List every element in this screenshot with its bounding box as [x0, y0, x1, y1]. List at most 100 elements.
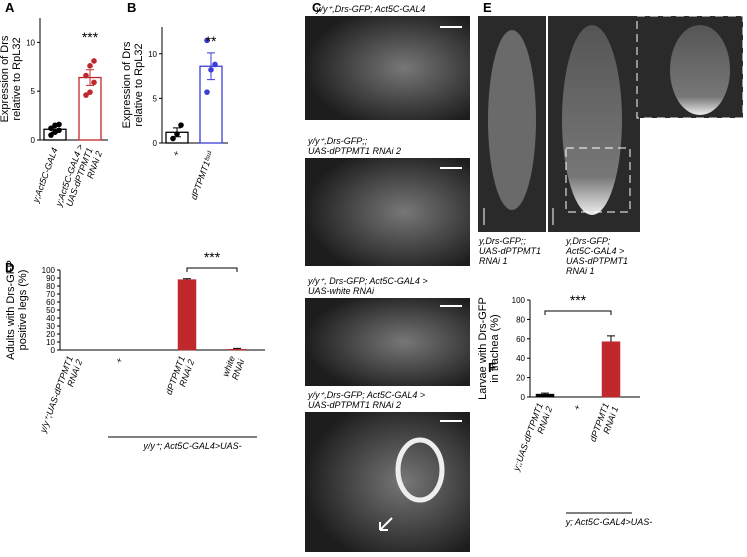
group-label: y; Act5C-GAL4>UAS-: [565, 517, 652, 527]
y-tick-label: 10: [26, 38, 35, 47]
y-tick-label: 20: [516, 374, 525, 383]
y-tick-label: 100: [512, 296, 526, 305]
significance-bracket: [186, 267, 238, 272]
data-point: [170, 135, 176, 142]
data-point: [91, 79, 97, 86]
caption: UAS-dPTPMT1 RNAi 2: [308, 146, 401, 156]
image-highlight: [395, 437, 445, 503]
y-tick-label: 60: [46, 298, 55, 307]
data-point: [212, 61, 218, 68]
y-axis-label: in trachea (%): [489, 314, 501, 382]
y-tick-label: 10: [46, 338, 55, 347]
y-axis-label: relative to RpL32: [11, 37, 23, 120]
x-tick-label: +: [572, 403, 583, 411]
y-tick-label: 0: [31, 136, 36, 145]
data-point: [87, 63, 93, 69]
panel-letter: B: [127, 0, 136, 15]
bar: [177, 279, 197, 351]
x-tick-label-group: +: [572, 403, 583, 411]
x-tick-label: y;Act5C-GAL4: [30, 146, 59, 204]
x-tick-label-group: +: [114, 356, 125, 364]
y-tick-label: 40: [516, 354, 525, 363]
image: [305, 298, 470, 386]
x-tick-label-group: dPTPMT1ᶠˢᵘ¹: [189, 149, 216, 201]
x-tick-label-group: +: [171, 149, 182, 157]
error-bar: [183, 278, 191, 280]
y-axis-label: positive legs (%): [17, 270, 29, 351]
panel-letter: E: [483, 0, 492, 15]
x-tick-label: +: [171, 149, 182, 157]
data-point: [204, 37, 210, 44]
y-tick-label: 80: [516, 315, 525, 324]
y-tick-label: 100: [42, 266, 56, 275]
y-tick-label: 20: [46, 330, 55, 339]
arrow: [379, 517, 393, 531]
panel-letter: C: [312, 0, 322, 15]
caption: y/y⁺,Drs-GFP; Act5C-GAL4 >: [307, 390, 425, 400]
bar: [535, 393, 555, 398]
caption: y,Drs-GFP;;: [478, 236, 526, 246]
error-bar: [607, 335, 615, 342]
image-content: [562, 25, 622, 215]
error-bar: [541, 392, 549, 395]
y-axis-label: Expression of Drs: [121, 41, 133, 128]
caption: y/y⁺, Drs-GFP; Act5C-GAL4 >: [307, 276, 428, 286]
y-axis-label: relative to RpL32: [133, 43, 145, 126]
bar: [227, 348, 247, 351]
y-tick-label: 50: [46, 306, 55, 315]
error-bar: [86, 69, 94, 86]
y-tick-label: 80: [46, 282, 55, 291]
image: [305, 158, 470, 266]
caption: y,Drs-GFP;: [565, 236, 611, 246]
annotation: ***: [82, 29, 99, 45]
data-point: [87, 89, 93, 95]
panel-letter: D: [5, 260, 14, 275]
data-point: [48, 125, 54, 132]
y-tick-label: 0: [51, 346, 56, 355]
image: [305, 16, 470, 120]
y-tick-label: 5: [153, 94, 158, 103]
annotation: **: [206, 33, 217, 49]
data-point: [204, 89, 210, 95]
data-point: [174, 131, 180, 137]
caption: RNAi 1: [566, 266, 595, 276]
y-tick-label: 40: [46, 314, 55, 323]
data-point: [56, 127, 62, 134]
y-axis-label: Adults with Drs-GFP: [5, 260, 17, 360]
caption: UAS-dPTPMT1: [566, 256, 628, 266]
zoom-box: [565, 147, 631, 213]
x-tick-label: dPTPMT1ᶠˢᵘ¹: [189, 149, 216, 201]
caption: RNAi 1: [479, 256, 508, 266]
bar: [601, 341, 621, 398]
data-point: [178, 122, 184, 128]
data-point: [83, 72, 89, 79]
caption: UAS-dPTPMT1 RNAi 2: [308, 400, 401, 410]
y-tick-label: 0: [521, 393, 526, 402]
y-tick-label: 5: [31, 87, 36, 96]
y-tick-label: 10: [148, 50, 157, 59]
data-point: [48, 132, 54, 138]
x-tick-label-group: y;Act5C-GAL4: [30, 146, 59, 204]
x-tick-label: y;;UAS-dPTPMT1: [511, 402, 545, 474]
image-content: [670, 25, 730, 115]
y-tick-label: 70: [46, 290, 55, 299]
panel-letter: F: [488, 360, 496, 375]
data-point: [56, 121, 62, 128]
y-tick-label: 30: [46, 322, 55, 331]
annotation: ***: [570, 292, 587, 308]
caption: UAS-dPTPMT1: [479, 246, 541, 256]
x-tick-label: y/y⁺;UAS-dPTPMT1: [38, 355, 75, 435]
error-bar: [233, 347, 241, 350]
y-tick-label: 60: [516, 335, 525, 344]
y-axis-label: Larvae with Drs-GFP: [477, 297, 489, 400]
caption: Act5C-GAL4 >: [565, 246, 624, 256]
caption: UAS-white RNAi: [308, 286, 375, 296]
